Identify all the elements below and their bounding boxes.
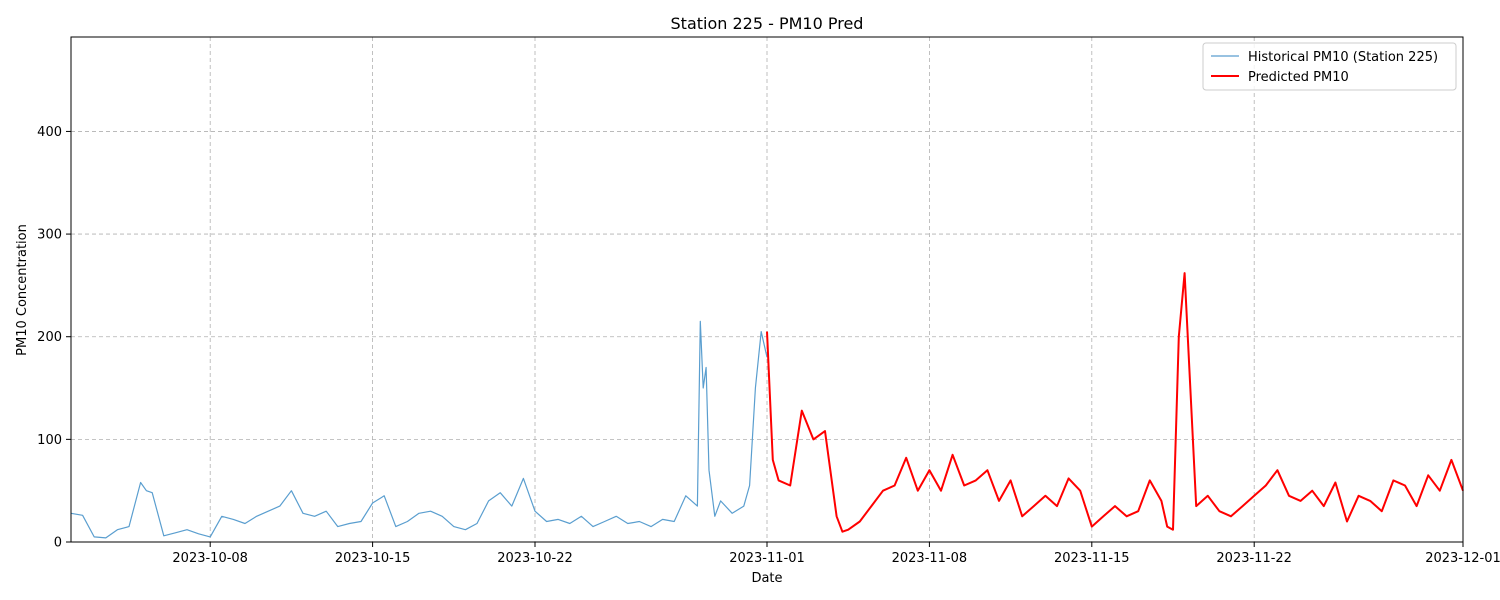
- y-tick-label: 300: [37, 228, 62, 243]
- y-tick-label: 400: [37, 125, 62, 140]
- x-axis: 2023-10-08 2023-10-15 2023-10-22 2023-11-01…: [172, 542, 1500, 566]
- y-tick-label: 0: [54, 536, 62, 551]
- legend-box: [1202, 42, 1457, 91]
- legend: Historical PM10 (Station 225) Predicted …: [1202, 42, 1457, 91]
- x-tick-label: 2023-12-01: [1425, 551, 1500, 566]
- chart-title: Station 225 - PM10 Pred: [671, 14, 864, 33]
- y-axis: 0 100 200 300 400: [37, 125, 71, 551]
- x-tick-label: 2023-10-15: [335, 551, 411, 566]
- legend-label-historical: Historical PM10 (Station 225): [1248, 50, 1438, 65]
- x-tick-label: 2023-11-15: [1054, 551, 1130, 566]
- historical-series-line: [70, 320, 768, 539]
- predicted-series-line: [766, 272, 1464, 533]
- x-tick-label: 2023-11-01: [729, 551, 805, 566]
- plot-area: [70, 272, 1464, 539]
- x-tick-label: 2023-11-08: [892, 551, 968, 566]
- y-tick-label: 200: [37, 330, 62, 345]
- x-tick-label: 2023-10-08: [172, 551, 248, 566]
- x-axis-title: Date: [751, 571, 782, 586]
- legend-label-predicted: Predicted PM10: [1248, 70, 1349, 85]
- y-axis-title: PM10 Concentration: [15, 224, 30, 356]
- x-tick-label: 2023-11-22: [1216, 551, 1292, 566]
- grid-lines: [71, 37, 1464, 543]
- y-tick-label: 100: [37, 433, 62, 448]
- x-tick-label: 2023-10-22: [497, 551, 573, 566]
